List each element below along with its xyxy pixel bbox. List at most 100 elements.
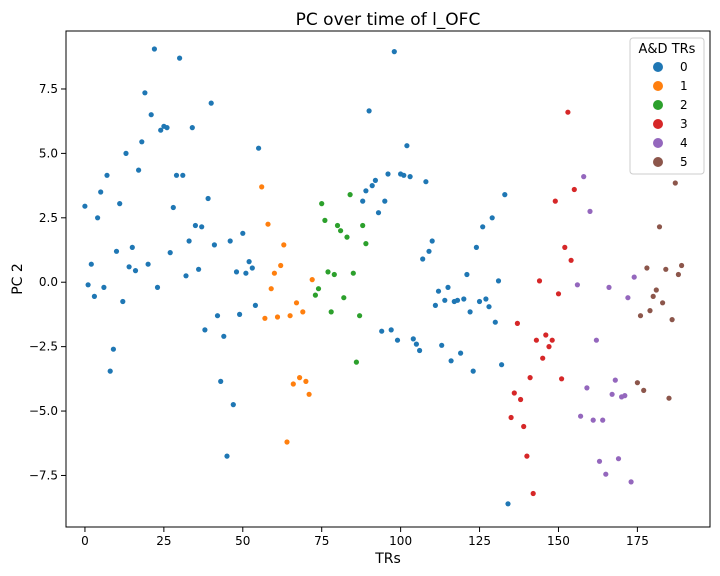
data-point <box>284 439 290 445</box>
data-point <box>559 376 565 382</box>
data-point <box>252 302 258 308</box>
data-point <box>631 274 637 280</box>
legend: A&D TRs 0 1 2 3 4 5 <box>629 37 705 175</box>
data-point <box>350 270 356 276</box>
data-point <box>467 309 473 315</box>
data-point <box>183 273 189 279</box>
data-point <box>382 198 388 204</box>
data-point <box>495 278 502 284</box>
data-point <box>170 204 176 211</box>
data-point <box>145 261 151 267</box>
series-5 <box>634 180 685 401</box>
legend-marker <box>653 100 663 110</box>
data-point <box>499 362 505 368</box>
x-tick-label: 75 <box>314 534 329 548</box>
data-point <box>663 266 669 272</box>
data-point <box>319 201 325 207</box>
data-point <box>199 224 205 230</box>
data-point <box>256 145 262 151</box>
legend-label: 1 <box>680 79 688 93</box>
series-2 <box>312 192 369 365</box>
data-point <box>290 381 296 387</box>
data-point <box>625 295 631 301</box>
data-point <box>224 453 230 459</box>
data-point <box>107 368 113 374</box>
data-point <box>439 342 445 348</box>
data-point <box>101 284 107 290</box>
legend-label: 4 <box>680 136 688 150</box>
y-tick-label: 7.5 <box>39 82 58 96</box>
data-point <box>151 46 157 52</box>
data-point <box>584 385 590 391</box>
data-point <box>417 347 423 354</box>
data-point <box>132 268 139 274</box>
data-point <box>158 127 164 133</box>
data-point <box>609 391 615 397</box>
legend-label: 2 <box>680 98 688 112</box>
y-axis: −7.5 −5.0 −2.5 0.0 2.5 5.0 7.5 <box>29 82 66 482</box>
x-tick-label: 50 <box>235 534 250 548</box>
data-point <box>593 337 600 343</box>
data-point <box>578 413 584 419</box>
data-point <box>530 490 536 497</box>
data-point <box>641 387 647 393</box>
data-point <box>233 269 240 275</box>
data-point <box>502 192 508 198</box>
data-point <box>546 344 552 350</box>
data-point <box>562 244 568 250</box>
data-point <box>483 296 489 302</box>
data-point <box>628 479 634 485</box>
data-point <box>401 172 407 178</box>
data-point <box>82 203 88 209</box>
data-point <box>660 300 666 306</box>
points-layer <box>82 46 685 507</box>
legend-marker <box>653 81 663 91</box>
data-point <box>357 313 363 319</box>
data-point <box>644 265 650 271</box>
data-point <box>600 417 606 423</box>
data-point <box>596 458 603 464</box>
data-point <box>527 375 533 381</box>
data-point <box>237 311 243 317</box>
data-point <box>379 328 385 334</box>
data-point <box>442 297 448 303</box>
data-point <box>426 248 432 254</box>
data-point <box>341 295 347 301</box>
data-point <box>420 256 426 262</box>
data-point <box>435 288 442 294</box>
data-point <box>407 174 413 180</box>
data-point <box>104 172 110 178</box>
x-tick-label: 175 <box>626 534 649 548</box>
legend-box <box>629 37 705 175</box>
data-point <box>98 189 104 195</box>
data-point <box>117 201 123 207</box>
data-point <box>555 291 562 297</box>
data-point <box>173 172 180 178</box>
data-point <box>274 314 281 320</box>
data-point <box>369 183 375 189</box>
data-point <box>565 109 571 115</box>
data-point <box>634 380 641 386</box>
data-point <box>521 423 527 430</box>
data-point <box>470 368 476 374</box>
x-tick-label: 25 <box>156 534 171 548</box>
data-point <box>249 265 255 271</box>
data-point <box>637 313 644 319</box>
data-point <box>650 293 656 299</box>
y-tick-label: 5.0 <box>39 146 58 160</box>
data-point <box>95 215 101 221</box>
data-point <box>423 179 429 185</box>
data-point <box>388 327 394 333</box>
data-point <box>240 230 246 236</box>
data-point <box>211 242 217 248</box>
data-point <box>363 188 369 194</box>
data-point <box>391 49 397 55</box>
x-tick-label: 125 <box>468 534 491 548</box>
legend-label: 3 <box>680 117 688 131</box>
x-tick-label: 150 <box>547 534 570 548</box>
data-point <box>432 302 438 308</box>
y-axis-label: PC 2 <box>10 263 26 295</box>
data-point <box>123 150 129 156</box>
data-point <box>458 350 464 356</box>
